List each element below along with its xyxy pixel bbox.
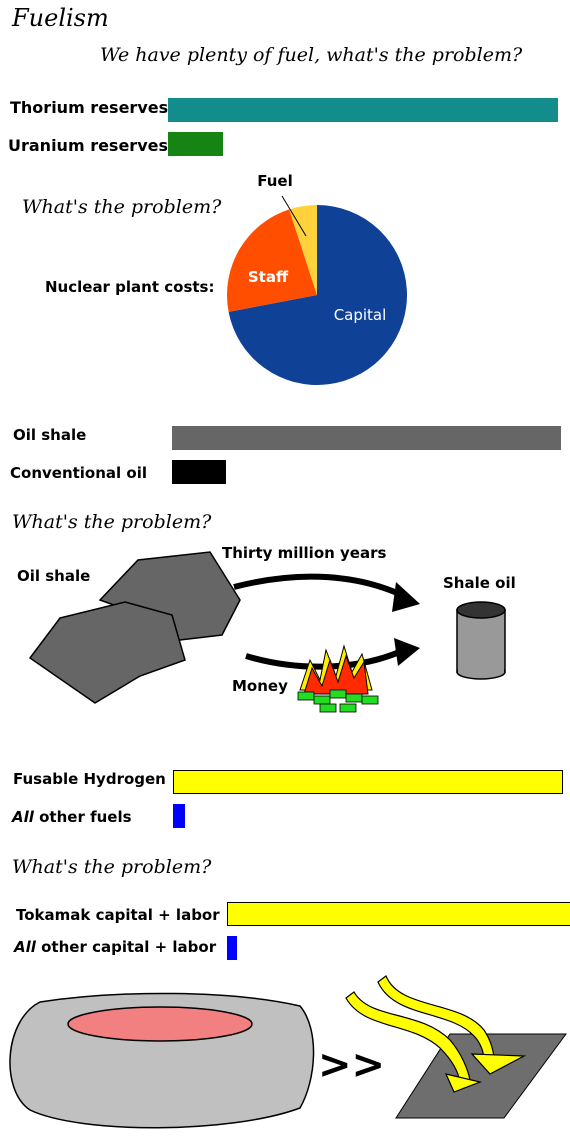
pie-label: Nuclear plant costs: <box>45 278 215 296</box>
hydrogen-label: Fusable Hydrogen <box>13 770 166 788</box>
page-subtitle: We have plenty of fuel, what's the probl… <box>100 44 523 66</box>
arrow-head <box>394 638 420 666</box>
arrow-head <box>392 582 420 612</box>
uranium-label: Uranium reserves <box>8 136 168 155</box>
rock-shape <box>28 601 186 704</box>
conventional-oil-bar <box>172 460 226 484</box>
other-fuels-label: All other fuels <box>12 808 132 826</box>
question-3: What's the problem? <box>12 856 212 878</box>
plane-icon <box>395 1033 567 1119</box>
time-label: Thirty million years <box>222 544 387 562</box>
hydrogen-bar <box>173 770 563 794</box>
oil-shale-bar <box>172 426 561 450</box>
tokamak-label: Tokamak capital + labor <box>16 906 220 924</box>
uranium-bar <box>168 132 223 156</box>
fire-icon <box>299 644 373 695</box>
tokamak-bar <box>227 902 570 926</box>
money-label: Money <box>232 677 288 695</box>
time-arrow <box>233 573 410 601</box>
other-capital-label: All other capital + labor <box>14 938 217 956</box>
yellow-arrow-icon <box>345 975 527 1093</box>
other-capital-bar <box>227 936 237 960</box>
question-2: What's the problem? <box>12 511 212 533</box>
question-1: What's the problem? <box>22 196 222 218</box>
much-greater-than-symbol: >> <box>318 1042 386 1088</box>
money-icon <box>297 689 379 713</box>
conventional-oil-label: Conventional oil <box>10 464 147 482</box>
page-title: Fuelism <box>12 4 109 32</box>
tokamak-icon <box>9 992 315 1129</box>
thorium-bar <box>168 98 558 122</box>
other-fuels-bar <box>173 804 185 828</box>
shale-oil-label: Shale oil <box>443 574 516 592</box>
oil-shale-bar-label: Oil shale <box>13 426 87 444</box>
oil-shale-label: Oil shale <box>17 567 91 585</box>
thorium-label: Thorium reserves <box>10 98 169 117</box>
canister-icon <box>456 601 506 680</box>
